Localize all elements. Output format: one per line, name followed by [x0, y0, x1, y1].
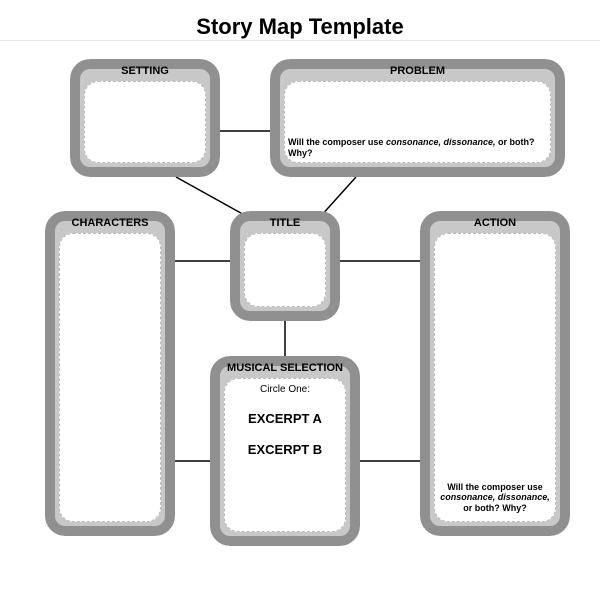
- node-title_node: TITLE: [230, 211, 340, 321]
- node-label: TITLE: [230, 211, 340, 231]
- node-label: CHARACTERS: [45, 211, 175, 231]
- node-prompt: Will the composer use consonance, disson…: [288, 137, 547, 159]
- node-body: [434, 233, 556, 522]
- node-action: ACTION Will the composer use consonance, …: [420, 211, 570, 536]
- node-body: [59, 233, 161, 522]
- node-setting: SETTING: [70, 59, 220, 177]
- node-body: [244, 233, 326, 307]
- node-label: SETTING: [70, 59, 220, 79]
- excerpt-b: EXCERPT B: [210, 442, 360, 457]
- node-characters: CHARACTERS: [45, 211, 175, 536]
- musical-body: Circle One: EXCERPT A EXCERPT B: [210, 356, 360, 546]
- node-body: [84, 81, 206, 163]
- node-label: ACTION: [420, 211, 570, 231]
- excerpt-a: EXCERPT A: [210, 411, 360, 426]
- node-label: PROBLEM: [270, 59, 565, 79]
- node-prompt: Will the composer use consonance, disson…: [440, 482, 550, 514]
- node-problem: PROBLEM Will the composer use consonance,…: [270, 59, 565, 177]
- node-musical: MUSICAL SELECTIONCircle One:EXCERPT AEXC…: [210, 356, 360, 546]
- circle-one-label: Circle One:: [210, 384, 360, 395]
- diagram-canvas: SETTING PROBLEM Will the composer use cons…: [0, 40, 600, 600]
